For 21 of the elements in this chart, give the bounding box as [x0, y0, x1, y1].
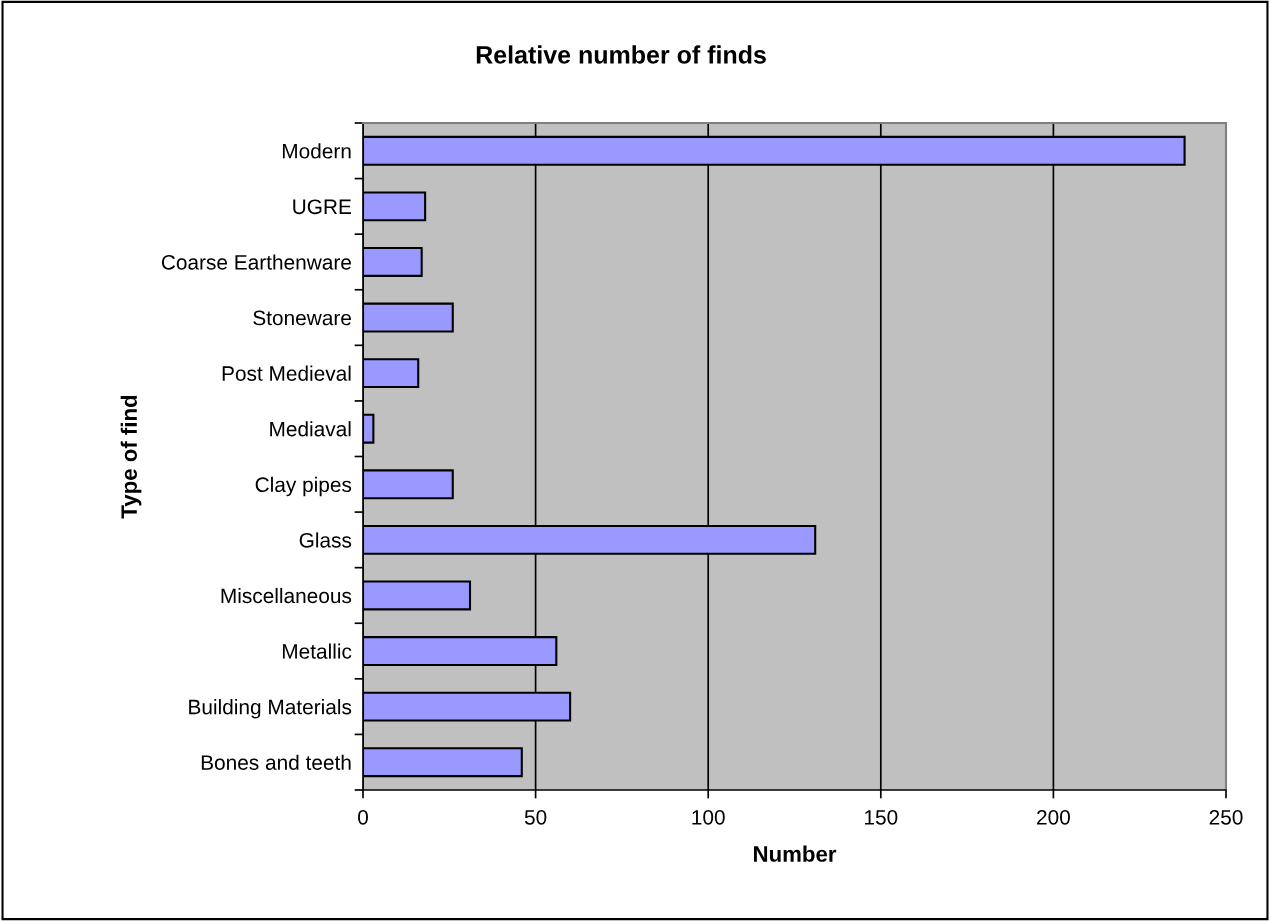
- x-tick-label: 150: [865, 809, 898, 825]
- x-tick-label: 200: [1037, 809, 1070, 825]
- y-tick-label: Coarse Earthenware: [161, 254, 351, 270]
- y-tick-label: Bones and teeth: [201, 754, 351, 770]
- y-axis-title: Type of find: [120, 395, 142, 519]
- y-tick-label: Metallic: [282, 643, 352, 659]
- x-tick-label: 100: [692, 809, 725, 825]
- y-tick-label: Post Medieval: [222, 365, 351, 381]
- y-tick-label: Clay pipes: [255, 476, 352, 497]
- chart-title: Relative number of finds: [476, 45, 766, 64]
- y-tick-label: Miscellaneous: [221, 587, 352, 604]
- y-tick-label: Mediaval: [270, 421, 351, 437]
- x-axis-title: Number: [754, 845, 837, 862]
- x-tick-label: 50: [524, 809, 547, 825]
- y-tick-label: Stoneware: [253, 310, 351, 326]
- y-tick-label: UGRE: [293, 199, 351, 215]
- y-tick-label: Modern: [282, 143, 351, 159]
- x-tick-label: 0: [358, 809, 368, 825]
- x-tick-label: 250: [1209, 809, 1243, 825]
- y-tick-label: Building Materials: [189, 699, 352, 719]
- y-tick-label: Glass: [299, 532, 352, 548]
